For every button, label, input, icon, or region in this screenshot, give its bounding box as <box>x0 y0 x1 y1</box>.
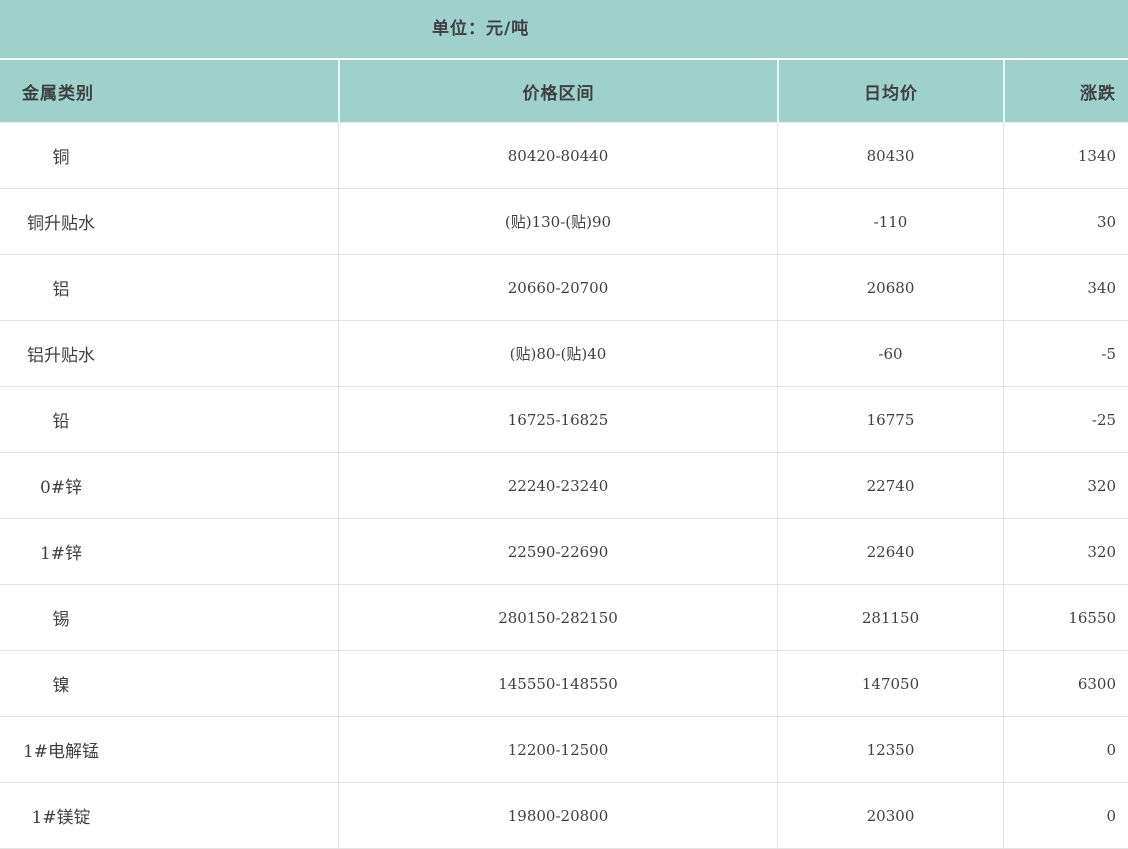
avg-price-cell: 22740 <box>777 453 1003 519</box>
metal-name: 铜 <box>52 148 70 168</box>
avg-price-cell: -110 <box>777 189 1003 255</box>
metal-name-cell: 1#锌 <box>0 519 338 585</box>
table-row: 1#镁锭 19800-20800 20300 0 <box>0 783 1128 849</box>
metal-name: 1#镁锭 <box>31 808 91 828</box>
metal-name: 锡 <box>52 610 70 630</box>
change-cell: 30 <box>1003 189 1128 255</box>
change-cell: 16550 <box>1003 585 1128 651</box>
metal-name-cell: 铝 <box>0 255 338 321</box>
avg-price-cell: 12350 <box>777 717 1003 783</box>
price-range-cell: 22240-23240 <box>338 453 777 519</box>
metal-name-cell: 铝升贴水 <box>0 321 338 387</box>
change-cell: 6300 <box>1003 651 1128 717</box>
change-cell: 320 <box>1003 453 1128 519</box>
metal-name: 镍 <box>52 676 70 696</box>
table-row: 镍 145550-148550 147050 6300 <box>0 651 1128 717</box>
unit-banner-row: 单位：元/吨 <box>0 0 1128 60</box>
price-range-cell: 80420-80440 <box>338 123 777 189</box>
avg-price-cell: 22640 <box>777 519 1003 585</box>
price-range-cell: 20660-20700 <box>338 255 777 321</box>
price-range-cell: 12200-12500 <box>338 717 777 783</box>
metal-name-cell: 铜升贴水 <box>0 189 338 255</box>
change-cell: 1340 <box>1003 123 1128 189</box>
price-range-cell: 280150-282150 <box>338 585 777 651</box>
change-cell: 320 <box>1003 519 1128 585</box>
metal-name-cell: 铅 <box>0 387 338 453</box>
table-row: 铜 80420-80440 80430 1340 <box>0 123 1128 189</box>
table-row: 铝升贴水 (贴)80-(贴)40 -60 -5 <box>0 321 1128 387</box>
column-header-row: 金属类别 价格区间 日均价 涨跌 <box>0 60 1128 123</box>
change-cell: 0 <box>1003 783 1128 849</box>
table-row: 铝 20660-20700 20680 340 <box>0 255 1128 321</box>
change-cell: -5 <box>1003 321 1128 387</box>
price-range-cell: 145550-148550 <box>338 651 777 717</box>
avg-price-cell: 20300 <box>777 783 1003 849</box>
metal-name: 铜升贴水 <box>27 214 95 234</box>
table-row: 1#锌 22590-22690 22640 320 <box>0 519 1128 585</box>
metal-name-cell: 0#锌 <box>0 453 338 519</box>
change-cell: 340 <box>1003 255 1128 321</box>
metal-name: 铝 <box>52 280 70 300</box>
table-row: 铜升贴水 (贴)130-(贴)90 -110 30 <box>0 189 1128 255</box>
metal-name: 1#电解锰 <box>22 742 100 762</box>
metal-name-cell: 镍 <box>0 651 338 717</box>
table-row: 1#电解锰 12200-12500 12350 0 <box>0 717 1128 783</box>
avg-price-cell: 80430 <box>777 123 1003 189</box>
metal-name-cell: 1#镁锭 <box>0 783 338 849</box>
unit-label: 单位：元/吨 <box>0 0 1128 60</box>
price-range-cell: (贴)130-(贴)90 <box>338 189 777 255</box>
avg-price-cell: 20680 <box>777 255 1003 321</box>
table-row: 0#锌 22240-23240 22740 320 <box>0 453 1128 519</box>
column-header-change: 涨跌 <box>1003 60 1128 123</box>
metal-name-cell: 1#电解锰 <box>0 717 338 783</box>
metal-name-cell: 锡 <box>0 585 338 651</box>
avg-price-cell: 281150 <box>777 585 1003 651</box>
table-row: 锡 280150-282150 281150 16550 <box>0 585 1128 651</box>
metal-name: 铝升贴水 <box>27 346 95 366</box>
avg-price-cell: 147050 <box>777 651 1003 717</box>
column-header-range: 价格区间 <box>338 60 777 123</box>
table-row: 铅 16725-16825 16775 -25 <box>0 387 1128 453</box>
metal-name: 0#锌 <box>39 478 83 498</box>
metal-name: 铅 <box>52 412 70 432</box>
column-header-metal: 金属类别 <box>0 60 338 123</box>
price-range-cell: 19800-20800 <box>338 783 777 849</box>
price-range-cell: 22590-22690 <box>338 519 777 585</box>
column-header-avg: 日均价 <box>777 60 1003 123</box>
price-range-cell: (贴)80-(贴)40 <box>338 321 777 387</box>
metal-name-cell: 铜 <box>0 123 338 189</box>
change-cell: -25 <box>1003 387 1128 453</box>
metal-name: 1#锌 <box>39 544 83 564</box>
avg-price-cell: 16775 <box>777 387 1003 453</box>
price-range-cell: 16725-16825 <box>338 387 777 453</box>
change-cell: 0 <box>1003 717 1128 783</box>
avg-price-cell: -60 <box>777 321 1003 387</box>
